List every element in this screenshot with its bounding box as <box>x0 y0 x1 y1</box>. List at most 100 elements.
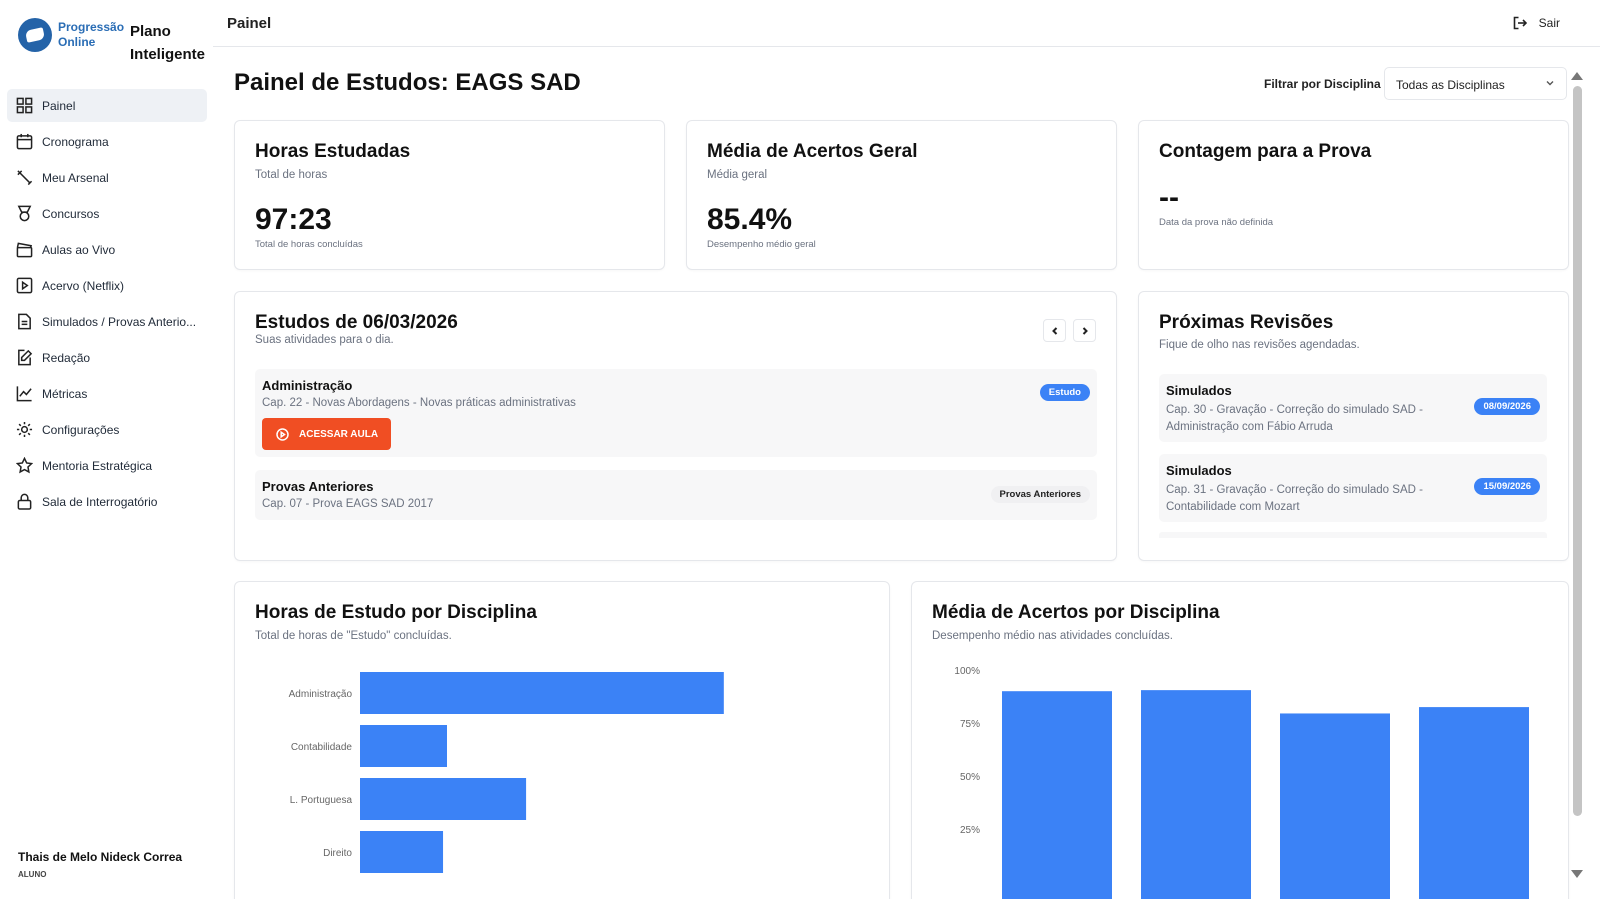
upcoming-reviews-card: Próximas Revisões Fique de olho nas revi… <box>1138 291 1569 561</box>
logo-line-2: Online <box>58 35 96 49</box>
chevron-down-icon <box>1546 81 1554 86</box>
bar-1[interactable] <box>1141 690 1251 899</box>
category-label-1: Contabilidade <box>291 742 353 753</box>
sidebar-item-aulas-ao-vivo[interactable]: Aulas ao Vivo <box>7 233 207 266</box>
next-day-button[interactable] <box>1073 319 1096 342</box>
filter-selected-value: Todas as Disciplinas <box>1396 78 1505 92</box>
study-item[interactable]: Administração Cap. 22 - Novas Abordagens… <box>255 369 1097 457</box>
sidebar-item-mentoria[interactable]: Mentoria Estratégica <box>7 449 207 482</box>
line-chart-icon <box>15 385 33 403</box>
sidebar-item-metricas[interactable]: Métricas <box>7 377 207 410</box>
scroll-down-arrow[interactable] <box>1571 870 1583 878</box>
card-subtitle: Fique de olho nas revisões agendadas. <box>1159 339 1360 351</box>
chevron-right-icon <box>1082 326 1088 335</box>
bar-0[interactable] <box>360 672 724 714</box>
card-title: Média de Acertos Geral <box>707 141 918 162</box>
review-item-title: Simulados <box>1166 383 1232 398</box>
accuracy-card: Média de Acertos Geral Média geral 85.4%… <box>686 120 1117 270</box>
sidebar-item-label: Mentoria Estratégica <box>42 458 153 473</box>
review-item-title: Simulados <box>1166 463 1232 478</box>
hours-bar-chart: Administração Contabilidade L. Portuguesa D… <box>289 672 724 873</box>
chart-title: Média de Acertos por Disciplina <box>932 602 1220 623</box>
card-title: Estudos de 06/03/2026 <box>255 312 458 333</box>
review-item[interactable]: Simulados Cap. 30 - Gravação - Correção … <box>1159 374 1547 442</box>
study-item[interactable]: Provas Anteriores Cap. 07 - Prova EAGS S… <box>255 470 1097 520</box>
bar-2[interactable] <box>360 778 527 820</box>
bar-0[interactable] <box>1002 691 1112 899</box>
discipline-filter-select[interactable]: Todas as Disciplinas <box>1384 67 1567 100</box>
hours-studied-card: Horas Estudadas Total de horas 97:23 Tot… <box>234 120 665 270</box>
sidebar-item-label: Configurações <box>42 422 120 437</box>
user-profile[interactable]: Thais de Melo Nideck Correa ALUNO <box>18 850 182 879</box>
countdown-card: Contagem para a Prova -- Data da prova n… <box>1138 120 1569 270</box>
accuracy-value: 85.4% <box>707 203 793 236</box>
y-tick-label-2: 50% <box>960 772 980 783</box>
page-title: Painel de Estudos: EAGS SAD <box>234 69 581 96</box>
daily-studies-card: Estudos de 06/03/2026 Suas atividades pa… <box>234 291 1117 561</box>
card-subtitle: Média geral <box>707 169 768 181</box>
chevron-left-icon <box>1051 326 1057 335</box>
review-item-desc: Cap. 30 - Gravação - Correção do simulad… <box>1166 404 1423 433</box>
logout-label: Sair <box>1538 16 1560 30</box>
study-type-badge: Provas Anteriores <box>990 486 1090 503</box>
sidebar-item-acervo[interactable]: Acervo (Netflix) <box>7 269 207 302</box>
sidebar-item-label: Métricas <box>42 386 88 401</box>
play-circle-icon <box>276 427 289 441</box>
review-date-badge: 15/09/2026 <box>1474 478 1540 495</box>
logout-icon <box>1513 16 1527 30</box>
header-title: Painel <box>227 15 272 32</box>
scroll-up-arrow[interactable] <box>1571 72 1583 80</box>
card-title: Contagem para a Prova <box>1159 141 1372 162</box>
y-tick-label-3: 25% <box>960 825 980 836</box>
sidebar-item-simulados[interactable]: Simulados / Provas Anterio... <box>7 305 207 338</box>
bar-3[interactable] <box>360 831 444 873</box>
sidebar-item-label: Cronograma <box>42 134 109 149</box>
y-tick-label-0: 100% <box>954 666 980 677</box>
sidebar-item-label: Acervo (Netflix) <box>42 278 125 293</box>
category-label-0: Administração <box>289 689 353 700</box>
sidebar-item-redacao[interactable]: Redação <box>7 341 207 374</box>
category-label-3: Direito <box>323 848 352 859</box>
countdown-value: -- <box>1159 181 1179 214</box>
logo-icon <box>18 18 52 52</box>
sidebar-item-meu-arsenal[interactable]: Meu Arsenal <box>7 161 207 194</box>
previous-day-button[interactable] <box>1043 319 1066 342</box>
pen-tool-icon <box>15 169 33 187</box>
sidebar-item-concursos[interactable]: Concursos <box>7 197 207 230</box>
accuracy-by-discipline-card: Média de Acertos por Disciplina Desempen… <box>911 581 1569 899</box>
brand-title-line-1: Plano <box>130 23 171 40</box>
y-tick-label-1: 75% <box>960 719 980 730</box>
logout-button[interactable]: Sair <box>1513 16 1560 30</box>
scrollbar-thumb[interactable] <box>1573 86 1582 816</box>
brand-title: Plano Inteligente <box>130 20 205 66</box>
edit-icon <box>15 349 33 367</box>
top-bar: Painel Sair <box>213 0 1600 47</box>
card-title: Horas Estudadas <box>255 141 411 162</box>
review-item[interactable]: Simulados Cap. 31 - Gravação - Correção … <box>1159 454 1547 522</box>
study-item-desc: Cap. 22 - Novas Abordagens - Novas práti… <box>262 397 576 409</box>
brand-logo[interactable]: Progressão Online <box>18 18 124 52</box>
sidebar-item-cronograma[interactable]: Cronograma <box>7 125 207 158</box>
clapperboard-icon <box>15 241 33 259</box>
study-type-badge: Estudo <box>1039 384 1090 401</box>
bar-2[interactable] <box>1280 713 1390 899</box>
review-date-badge: 08/09/2026 <box>1474 398 1540 415</box>
accuracy-bar-chart: 100% 75% 50% 25% <box>954 666 1529 899</box>
sidebar-nav: Painel Cronograma Meu Arsenal Concursos … <box>7 89 207 521</box>
access-class-button[interactable]: ACESSAR AULA <box>262 418 391 450</box>
star-icon <box>15 457 33 475</box>
sidebar-item-painel[interactable]: Painel <box>7 89 207 122</box>
card-subtitle: Total de horas <box>255 169 328 181</box>
bar-1[interactable] <box>360 725 447 767</box>
sidebar-item-label: Simulados / Provas Anterio... <box>42 314 197 329</box>
sidebar-item-configuracoes[interactable]: Configurações <box>7 413 207 446</box>
bar-3[interactable] <box>1419 707 1529 899</box>
sidebar-item-sala-interrogatorio[interactable]: Sala de Interrogatório <box>7 485 207 518</box>
access-class-label: ACESSAR AULA <box>299 428 379 440</box>
sidebar-item-label: Concursos <box>42 206 100 221</box>
chart-title: Horas de Estudo por Disciplina <box>255 602 537 623</box>
countdown-caption: Data da prova não definida <box>1159 217 1274 228</box>
sidebar-item-label: Redação <box>42 350 91 365</box>
hours-by-discipline-card: Horas de Estudo por Disciplina Total de … <box>234 581 890 899</box>
review-item-partial <box>1159 532 1547 538</box>
